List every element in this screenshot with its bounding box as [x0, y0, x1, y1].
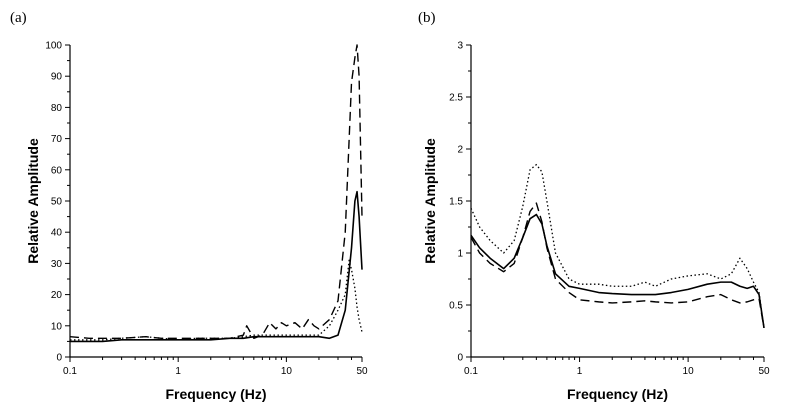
series-line-solid [470, 213, 765, 328]
series-line-dotted [70, 259, 363, 341]
y-tick-label: 1.5 [449, 197, 463, 208]
x-tick-label: 1 [577, 366, 583, 377]
y-tick-label: 1 [457, 249, 463, 260]
panel-b: (b) 0 0.5 1 1.5 2 2.5 3 0.1 1 10 50 Frequency (Hz) Re… [418, 10, 770, 402]
y-tick-label: 90 [51, 72, 63, 83]
y-tick-label: 70 [51, 134, 63, 145]
x-tick-label: 10 [281, 366, 293, 377]
y-tick-label: 2.5 [449, 93, 463, 104]
y-tick-label: 40 [51, 228, 63, 239]
x-tick-label: 0.1 [464, 366, 478, 377]
y-tick-label: 80 [51, 103, 63, 114]
y-tick-label: 100 [45, 41, 62, 52]
series-line-dashed [470, 202, 765, 328]
y-axis-title: Relative Amplitude [25, 138, 41, 264]
x-tick-label: 50 [356, 366, 368, 377]
y-tick-label: 30 [51, 259, 63, 270]
y-tick-label: 60 [51, 165, 63, 176]
y-tick-label: 20 [51, 290, 63, 301]
x-axis-title: Frequency (Hz) [567, 386, 668, 402]
series-line-dotted [470, 163, 765, 328]
panel-label: (b) [418, 10, 436, 26]
series-line-solid [70, 190, 363, 343]
x-tick-label: 50 [758, 366, 770, 377]
panel-label: (a) [10, 10, 27, 26]
panel-a: (a) 0 10 20 30 40 50 60 70 80 90 100 0.1 1 10 50 Frequen… [10, 10, 368, 402]
x-axis-title: Frequency (Hz) [165, 386, 266, 402]
y-tick-label: 2 [457, 145, 463, 156]
x-tick-label: 10 [683, 366, 695, 377]
y-tick-label: 50 [51, 197, 63, 208]
y-axis-title: Relative Amplitude [422, 138, 438, 264]
x-tick-label: 0.1 [63, 366, 77, 377]
y-tick-label: 10 [51, 321, 63, 332]
x-tick-label: 1 [175, 366, 181, 377]
y-tick-label: 3 [457, 41, 463, 52]
y-tick-label: 0 [56, 353, 62, 364]
y-tick-label: 0 [457, 353, 463, 364]
series-line-dashed [69, 44, 363, 339]
y-tick-label: 0.5 [449, 301, 463, 312]
